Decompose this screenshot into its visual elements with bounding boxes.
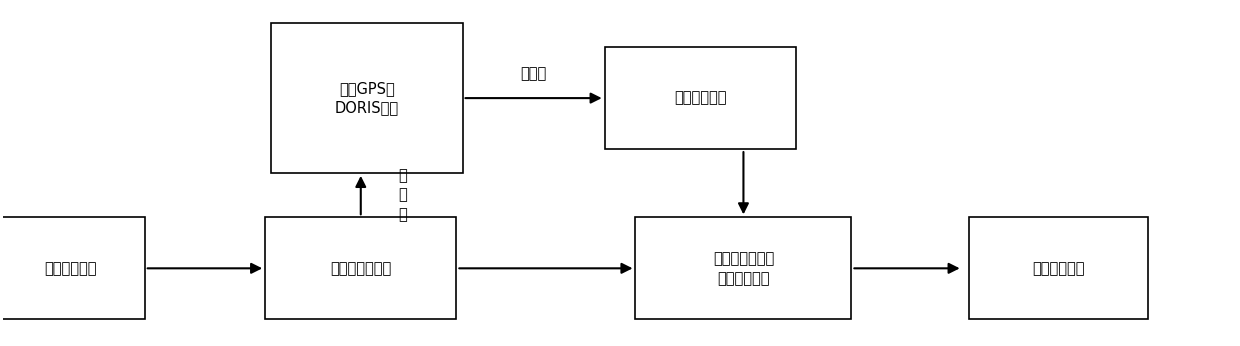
Text: 轨控发动机变轨: 轨控发动机变轨 bbox=[330, 261, 392, 276]
Text: 双频GPS和
DORIS定轨: 双频GPS和 DORIS定轨 bbox=[335, 81, 399, 116]
Text: 变轨中: 变轨中 bbox=[521, 66, 547, 81]
Text: 磁力矩器卸载: 磁力矩器卸载 bbox=[1032, 261, 1085, 276]
FancyBboxPatch shape bbox=[0, 217, 145, 319]
FancyBboxPatch shape bbox=[635, 217, 852, 319]
Text: 星敏陀螺定姿: 星敏陀螺定姿 bbox=[675, 91, 727, 106]
FancyBboxPatch shape bbox=[968, 217, 1148, 319]
Text: 制定变轨策略: 制定变轨策略 bbox=[45, 261, 97, 276]
Text: 高精度轮控吸收
轨控干扰力矩: 高精度轮控吸收 轨控干扰力矩 bbox=[713, 251, 774, 286]
Text: 变
轨
中: 变 轨 中 bbox=[398, 168, 407, 222]
FancyBboxPatch shape bbox=[605, 47, 796, 149]
FancyBboxPatch shape bbox=[272, 23, 463, 173]
FancyBboxPatch shape bbox=[265, 217, 456, 319]
